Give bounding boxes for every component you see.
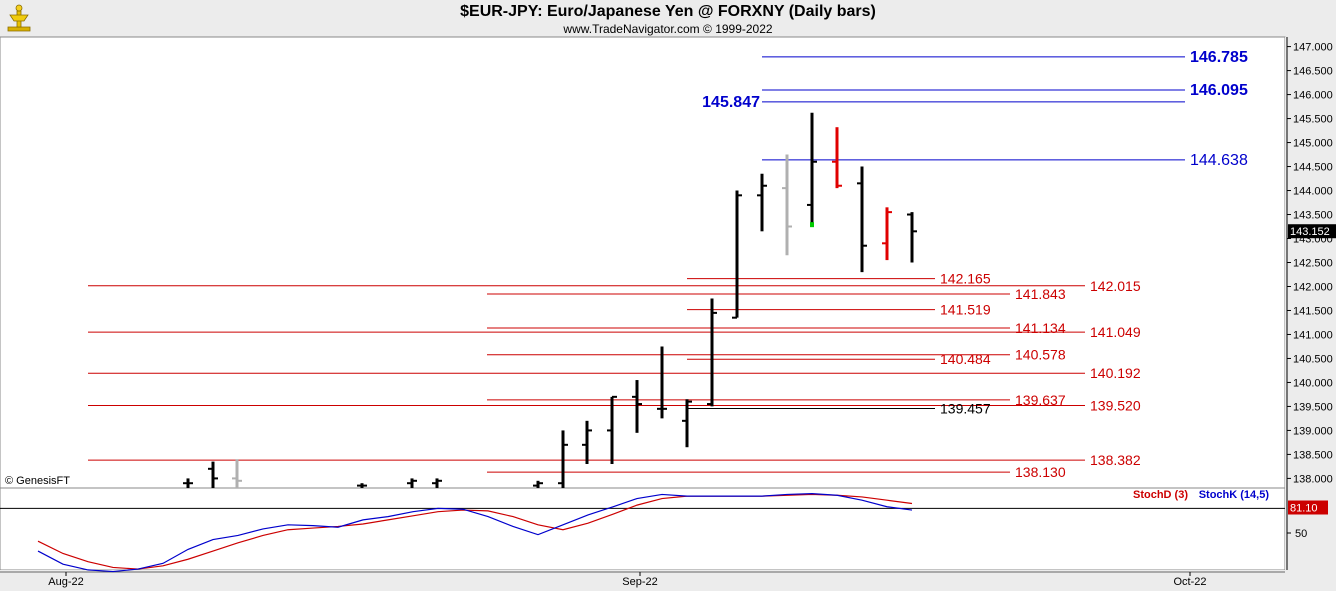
y-tick-label: 139.000: [1293, 425, 1333, 437]
price-bar[interactable]: [607, 395, 617, 465]
price-bar[interactable]: [208, 461, 218, 488]
y-tick-label: 140.000: [1293, 377, 1333, 389]
x-tick-label: Sep-22: [622, 576, 657, 588]
price-axis-area: [1285, 37, 1336, 570]
level-label: 139.457: [940, 400, 991, 416]
level-label: 141.843: [1015, 286, 1066, 302]
level-label: 142.165: [940, 271, 991, 287]
y-tick-label: 146.000: [1293, 90, 1333, 102]
y-tick-label: 145.000: [1293, 138, 1333, 150]
level-label: 139.520: [1090, 397, 1141, 413]
stoch-k-line: [37, 493, 913, 573]
y-tick-label: 142.500: [1293, 258, 1333, 270]
y-tick-label: 138.000: [1293, 473, 1333, 485]
price-bar[interactable]: [832, 127, 842, 189]
level-label: 140.484: [940, 351, 991, 367]
price-bar[interactable]: [682, 399, 692, 448]
y-tick-label: 141.500: [1293, 305, 1333, 317]
stoch-k-legend: StochK (14,5): [1199, 489, 1270, 501]
stoch-value-label: 81.10: [1290, 502, 1318, 514]
level-label: 139.637: [1015, 392, 1066, 408]
price-bar[interactable]: [657, 346, 667, 419]
price-bar[interactable]: [857, 166, 867, 273]
x-tick-label: Aug-22: [48, 576, 83, 588]
price-bar[interactable]: [183, 478, 193, 488]
price-bar[interactable]: [582, 420, 592, 465]
y-tick-label: 146.500: [1293, 66, 1333, 78]
level-label: 140.578: [1015, 347, 1066, 363]
price-panel[interactable]: [0, 36, 1286, 489]
level-label: 146.785: [1190, 49, 1248, 66]
stoch-d-legend: StochD (3): [1133, 489, 1188, 501]
price-bar[interactable]: [558, 430, 568, 488]
time-axis-area: [0, 570, 1336, 591]
level-label: 138.382: [1090, 452, 1141, 468]
trade-navigator-logo-icon: [4, 3, 34, 33]
price-bar[interactable]: [533, 480, 543, 488]
price-bar[interactable]: [357, 483, 367, 488]
level-label: 140.192: [1090, 365, 1141, 381]
level-label: 146.095: [1190, 82, 1248, 99]
level-label: 141.134: [1015, 320, 1066, 336]
last-price-box: [1288, 224, 1336, 239]
price-bar[interactable]: [882, 207, 892, 261]
level-label: 138.130: [1015, 464, 1066, 480]
y-tick-label: 143.500: [1293, 210, 1333, 222]
last-price-label: 143.152: [1290, 226, 1330, 238]
y-tick-label: 144.000: [1293, 186, 1333, 198]
price-bar[interactable]: [782, 154, 792, 256]
price-bar[interactable]: [807, 112, 817, 225]
y-tick-label: 145.500: [1293, 114, 1333, 126]
y-tick-label: 140.500: [1293, 353, 1333, 365]
y-tick-label: 141.000: [1293, 329, 1333, 341]
price-bar[interactable]: [707, 298, 717, 407]
y-tick-label: 147.000: [1293, 42, 1333, 54]
x-tick-label: Oct-22: [1173, 576, 1206, 588]
price-bar[interactable]: [232, 459, 242, 488]
price-bar[interactable]: [757, 173, 767, 232]
signal-marker: [810, 222, 814, 228]
chart-header: $EUR-JPY: Euro/Japanese Yen @ FORXNY (Da…: [0, 0, 1336, 37]
price-bar[interactable]: [907, 212, 917, 263]
level-label: 141.049: [1090, 324, 1141, 340]
level-label: 141.519: [940, 302, 991, 318]
chart-title: $EUR-JPY: Euro/Japanese Yen @ FORXNY (Da…: [460, 3, 876, 20]
y-tick-label: 139.500: [1293, 401, 1333, 413]
price-bar[interactable]: [432, 478, 442, 488]
price-bar[interactable]: [407, 478, 417, 488]
level-label: 144.638: [1190, 152, 1248, 169]
y-tick-label: 144.500: [1293, 162, 1333, 174]
y-tick-label: 142.000: [1293, 281, 1333, 293]
price-bar[interactable]: [732, 190, 742, 319]
watermark-text: © GenesisFT: [5, 475, 70, 487]
price-bar[interactable]: [632, 380, 642, 433]
stochastic-panel[interactable]: [0, 487, 1286, 571]
stoch-value-box: [1288, 500, 1328, 515]
stoch-tick-label: 50: [1295, 528, 1307, 540]
y-tick-label: 138.500: [1293, 449, 1333, 461]
chart-subtitle: www.TradeNavigator.com © 1999-2022: [563, 22, 773, 36]
level-label: 145.847: [702, 94, 760, 111]
level-label: 142.015: [1090, 278, 1141, 294]
